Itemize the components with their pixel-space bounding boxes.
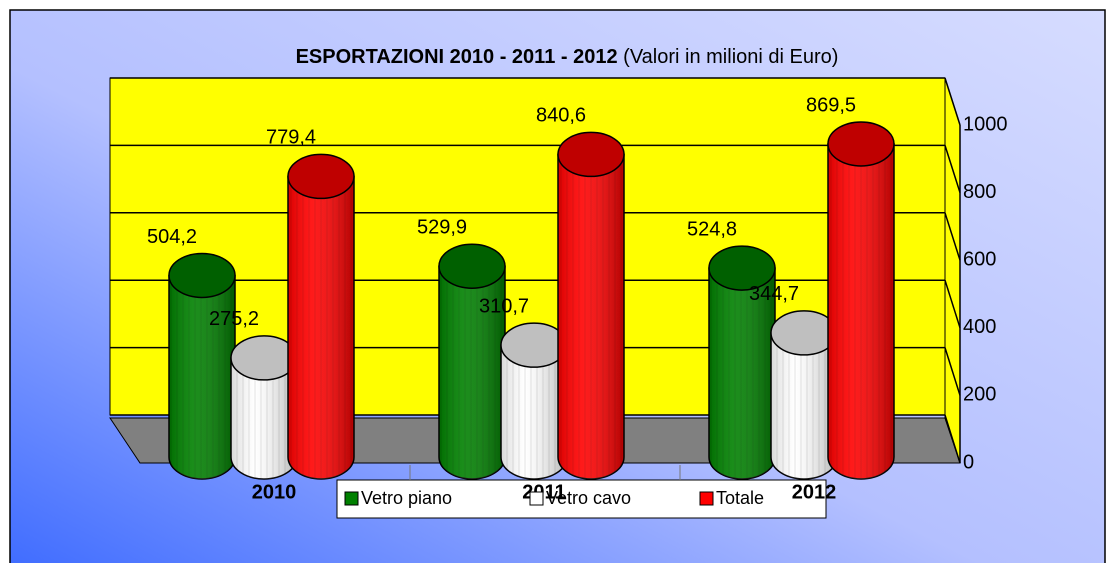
- legend-swatch: [699, 491, 714, 506]
- tick-line: [944, 347, 961, 396]
- tick-line: [944, 212, 961, 261]
- tick-line: [944, 145, 961, 193]
- legend-label: Vetro cavo: [546, 488, 631, 508]
- bar-part: [501, 345, 567, 479]
- chart-title: ESPORTAZIONI 2010 - 2011 - 2012 (Valori …: [296, 46, 839, 68]
- x-tick-label: 2012: [792, 481, 837, 503]
- bar-part: [231, 357, 297, 479]
- bar: [827, 121, 895, 480]
- value-label: 529,9: [417, 217, 467, 239]
- bar: [708, 245, 776, 480]
- value-label: 524,8: [687, 218, 737, 240]
- bar-part: [439, 244, 505, 289]
- legend-swatch: [529, 491, 544, 506]
- bar-part: [168, 252, 236, 299]
- title: ESPORTAZIONI 2010 - 2011 - 2012: [296, 46, 618, 68]
- bar: [438, 243, 506, 480]
- bar: [230, 335, 298, 480]
- bar-part: [438, 243, 506, 289]
- tick-line: [944, 279, 961, 329]
- bar: [168, 252, 236, 480]
- bar-part: [288, 154, 354, 199]
- bar-part: [771, 310, 837, 355]
- bar-part: [828, 143, 894, 480]
- bar-part: [558, 154, 624, 479]
- y-tick-label: 600: [963, 248, 996, 270]
- bar-part: [828, 121, 894, 166]
- bar-part: [558, 132, 624, 177]
- legend-label: Vetro piano: [361, 488, 452, 508]
- bar: [770, 310, 838, 480]
- bar: [500, 322, 568, 480]
- legend: [336, 479, 827, 519]
- bar-part: [501, 323, 567, 368]
- value-label: 869,5: [806, 94, 856, 116]
- legend-label: Totale: [716, 488, 764, 508]
- value-label: 310,7: [479, 295, 529, 317]
- value-label: 779,4: [266, 127, 316, 149]
- bar-part: [439, 266, 505, 479]
- x-tick-label: 2010: [252, 481, 297, 503]
- bar-part: [709, 246, 775, 291]
- value-label: 504,2: [147, 226, 197, 248]
- tick-line: [944, 414, 961, 464]
- bar-part: [169, 275, 235, 479]
- bar-part: [557, 131, 625, 178]
- bar-part: [287, 153, 355, 200]
- y-tick-label: 400: [963, 316, 996, 338]
- y-tick-label: 0: [963, 451, 974, 473]
- y-tick-label: 200: [963, 384, 996, 406]
- legend-swatch: [344, 491, 359, 506]
- tick-line: [944, 77, 961, 126]
- bar: [557, 131, 625, 480]
- y-tick-label: 800: [963, 181, 996, 203]
- bar-part: [827, 121, 895, 167]
- subtitle: (Valori in milioni di Euro): [623, 46, 838, 68]
- value-label: 840,6: [536, 105, 586, 127]
- y-tick-label: 1000: [963, 113, 1008, 135]
- bar-part: [709, 268, 775, 479]
- bar-part: [771, 332, 837, 479]
- bar: [287, 153, 355, 480]
- value-label: 275,2: [209, 308, 259, 330]
- side-wall: [944, 77, 961, 464]
- bar-part: [708, 245, 776, 291]
- bar-part: [288, 176, 354, 479]
- bar-part: [231, 335, 297, 380]
- bar-part: [169, 253, 235, 298]
- value-label: 344,7: [749, 283, 799, 305]
